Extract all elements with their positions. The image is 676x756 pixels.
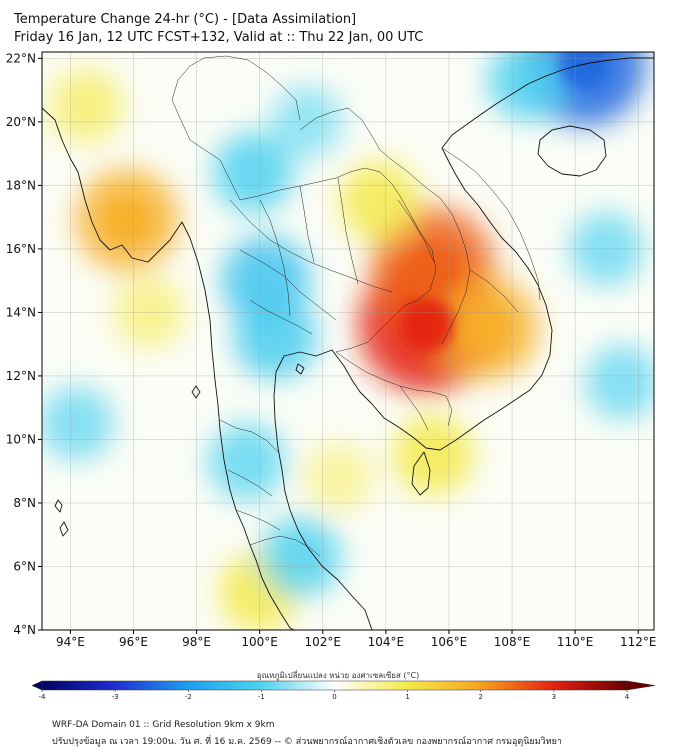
colorbar-tick-label: 0 [332, 693, 336, 700]
lat-tick-label: 18°N [6, 178, 36, 192]
anomaly-central-thailand-cool [234, 296, 317, 380]
lat-tick-label: 4°N [13, 623, 36, 637]
anomaly-core-myanmar-warm-spot [106, 199, 148, 242]
province-lines-4 [259, 199, 291, 317]
lat-tick-label: 12°N [6, 369, 36, 383]
temperature-change-map: 22°N 20°N 18°N 16°N 14°N 12°N 10°N 8°N 6°N 4°N 94°… [6, 51, 657, 700]
colorbar-tick-label: 1 [405, 693, 409, 700]
lon-tick-label: 108°E [494, 635, 531, 649]
anomaly-northwest-warm [48, 68, 124, 144]
colorbar-tick-label: -2 [185, 693, 192, 700]
colorbar-tick-label: 2 [479, 693, 483, 700]
lon-tick-label: 110°E [557, 635, 594, 649]
anomaly-northeast-cool [487, 52, 568, 121]
footer-model-info: WRF-DA Domain 01 :: Grid Resolution 9km … [52, 720, 275, 730]
anomaly-southern-peninsula-cool [260, 516, 341, 597]
temperature-field [42, 52, 654, 630]
colorbar-title: อุณหภูมิเปลี่ยนแปลง หน่วย องศาเซลเซียส (… [256, 671, 420, 680]
province-lines-9 [235, 509, 281, 531]
thailand-border [189, 139, 437, 353]
lon-tick-label: 98°E [182, 635, 211, 649]
lon-tick-label: 100°E [241, 635, 278, 649]
anomaly-north-thailand-cool [213, 132, 294, 213]
vietnam-south-tip [411, 451, 431, 496]
colorbar-tick-label: -4 [39, 693, 47, 700]
malaysia-border [249, 535, 321, 557]
chart-subtitle: Friday 16 Jan, 12 UTC FCST+132, Valid at… [14, 30, 424, 45]
hainan-coastline [537, 125, 607, 177]
anomaly-south-vietnam-warm [393, 415, 474, 496]
myanmar-border [171, 55, 301, 141]
lon-tick-label: 94°E [56, 635, 85, 649]
colorbar-ticks: -4 -3 -2 -1 0 1 2 3 4 [39, 690, 630, 700]
lon-tick-label: 112°E [620, 635, 657, 649]
vietnam-interior [441, 147, 541, 301]
anomaly-core-cambodia-laos-warm-core [398, 297, 455, 354]
lon-tick-label: 96°E [119, 635, 148, 649]
admin-borders [171, 55, 541, 557]
province-lines-5 [299, 185, 315, 263]
colorbar-max-arrow [626, 680, 656, 691]
province-lines-10 [397, 199, 435, 263]
cambodia-border [335, 351, 453, 427]
colorbar [41, 680, 628, 691]
small-island-2 [295, 363, 305, 375]
province-lines-3 [249, 299, 313, 335]
lon-tick-label: 106°E [431, 635, 468, 649]
footer-credit: ปรับปรุงข้อมูล ณ เวลา 19:00น. วัน ศ. ที่… [52, 737, 562, 747]
lat-tick-label: 14°N [6, 305, 36, 319]
lat-tick-label: 16°N [6, 242, 36, 256]
temperature-core [106, 52, 610, 354]
province-lines-6 [337, 177, 359, 285]
mainland-coastline [42, 107, 296, 630]
colorbar-tick-label: 4 [625, 693, 630, 700]
andaman-islands [54, 499, 69, 537]
coastlines [42, 57, 654, 630]
colorbar-tick-label: -3 [112, 693, 119, 700]
anomaly-west-sea-cool [42, 386, 114, 461]
lat-tick-label: 8°N [13, 496, 36, 510]
lon-tick-label: 102°E [305, 635, 342, 649]
anomaly-south-thailand-cool [208, 423, 286, 501]
anomaly-core-north-cool-blob [559, 52, 610, 90]
colorbar-tick-label: 3 [552, 693, 556, 700]
map-frame [41, 51, 655, 631]
province-lines-1 [229, 199, 393, 293]
lat-tick-label: 6°N [13, 559, 36, 573]
province-lines-7 [219, 419, 279, 453]
anomaly-north-laos-warm [339, 161, 420, 242]
chart-title: Temperature Change 24-hr (°C) - [Data As… [14, 12, 357, 27]
province-lines-2 [239, 249, 337, 321]
small-island-1 [191, 385, 201, 399]
graticule [42, 52, 654, 630]
lat-tick-label: 22°N [6, 51, 36, 65]
province-lines-8 [227, 469, 273, 497]
lat-tick-label: 10°N [6, 432, 36, 446]
laos-border [299, 107, 471, 345]
axis-ticks: 22°N 20°N 18°N 16°N 14°N 12°N 10°N 8°N 6°N 4°N 94°… [6, 51, 657, 649]
anomaly-gulf-of-thailand-warm [304, 443, 373, 512]
anomaly-core-laos-warm-ridge [408, 242, 459, 293]
province-lines-12 [399, 385, 429, 431]
gulf-coastline [273, 57, 654, 630]
province-lines-11 [469, 269, 519, 313]
colorbar-min-arrow [31, 680, 43, 691]
lon-tick-label: 104°E [368, 635, 405, 649]
anomaly-core-central-vietnam-warm [466, 307, 508, 350]
colorbar-tick-label: -1 [258, 693, 265, 700]
lat-tick-label: 20°N [6, 115, 36, 129]
anomaly-east-sea-cool-2 [585, 345, 654, 420]
